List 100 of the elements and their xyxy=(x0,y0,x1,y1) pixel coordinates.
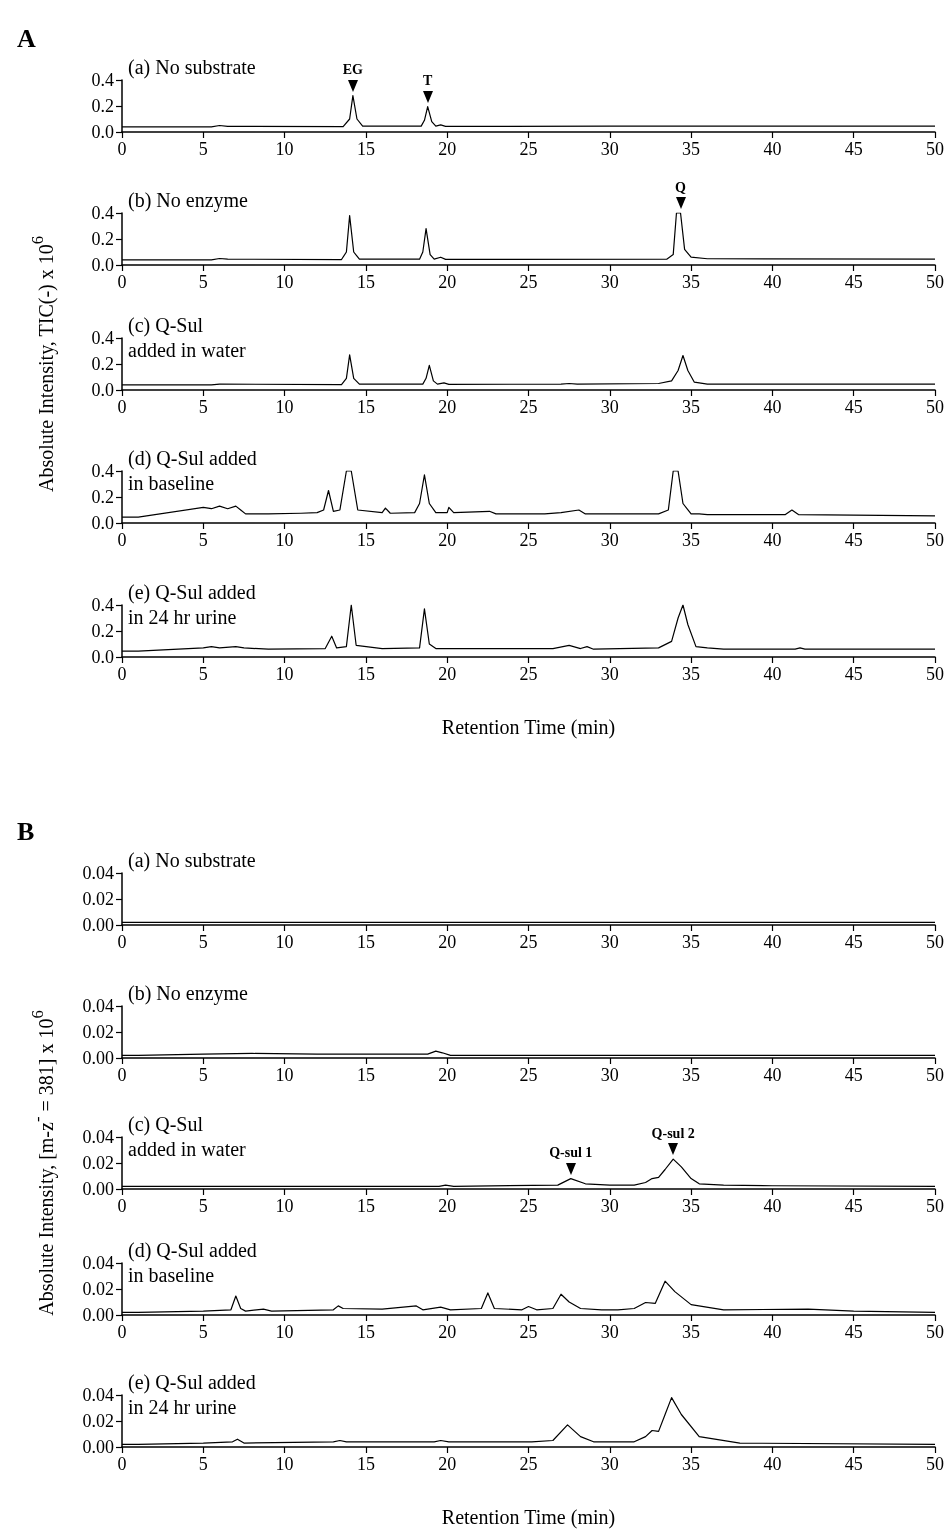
x-tick-label: 0 xyxy=(117,272,127,292)
x-axis-title: Retention Time (min) xyxy=(441,1506,616,1529)
y-tick-label: 0.0 xyxy=(91,647,114,667)
text: (a) No substrate xyxy=(128,55,256,79)
x-tick-label: 5 xyxy=(198,932,208,952)
x-tick-label: 10 xyxy=(275,1322,294,1342)
x-tick-label: 25 xyxy=(519,530,538,550)
annotation: (c) Q-Sul added in water xyxy=(128,1112,247,1160)
x-tick-label: 10 xyxy=(275,530,294,550)
y-tick-label: 0.4 xyxy=(91,203,114,223)
x-tick-label: 50 xyxy=(926,397,944,417)
x-tick-label: 15 xyxy=(356,397,375,417)
y-tick-label: 0.4 xyxy=(91,70,114,90)
x-tick-label: 10 xyxy=(275,397,294,417)
x-tick-label: 25 xyxy=(519,1196,538,1216)
x-tick-label: 45 xyxy=(844,1454,863,1474)
x-tick-label: 30 xyxy=(600,1196,619,1216)
x-tick-label: 35 xyxy=(682,530,701,550)
x-tick-label: 50 xyxy=(926,272,944,292)
text: (b) No enzyme xyxy=(128,188,249,212)
y-tick-label: 0.4 xyxy=(91,328,114,348)
x-tick-label: 50 xyxy=(926,1322,944,1342)
annotation: (e) Q-Sul added in 24 hr urine xyxy=(128,1370,256,1418)
x-tick-label: 15 xyxy=(356,1322,375,1342)
x-tick-label: 50 xyxy=(926,139,944,159)
x-tick-label: 25 xyxy=(519,664,538,684)
x-tick-label: 35 xyxy=(682,397,701,417)
annotation: EG xyxy=(342,62,364,78)
y-tick-label: 0.04 xyxy=(82,1253,114,1273)
y-tick-label: 0.2 xyxy=(91,621,114,641)
y-tick-label: 0.00 xyxy=(82,1437,114,1457)
chart-title: B xyxy=(17,816,35,846)
y-tick-label: 0.02 xyxy=(82,1022,114,1042)
y-tick-label: 0.02 xyxy=(82,1411,114,1431)
x-tick-label: 40 xyxy=(763,664,782,684)
x-tick-label: 15 xyxy=(356,1454,375,1474)
y-tick-label: 0.00 xyxy=(82,1048,114,1068)
annotation: Q-sul 1 xyxy=(549,1145,593,1161)
x-tick-label: 40 xyxy=(763,1196,782,1216)
x-tick-label: 5 xyxy=(198,1454,208,1474)
x-tick-label: 0 xyxy=(117,1454,127,1474)
y-tick-label: 0.4 xyxy=(91,595,114,615)
x-tick-label: 0 xyxy=(117,1322,127,1342)
text: (a) No substrate xyxy=(128,848,256,872)
x-tick-label: 25 xyxy=(519,272,538,292)
x-tick-label: 30 xyxy=(600,272,619,292)
x-tick-label: 20 xyxy=(438,272,457,292)
x-tick-label: 20 xyxy=(438,1196,457,1216)
x-tick-label: 25 xyxy=(519,932,538,952)
x-tick-label: 45 xyxy=(844,397,863,417)
x-tick-label: 30 xyxy=(600,664,619,684)
y-tick-label: 0.00 xyxy=(82,915,114,935)
x-tick-label: 40 xyxy=(763,932,782,952)
x-tick-label: 5 xyxy=(198,530,208,550)
y-tick-label: 0.02 xyxy=(82,1279,114,1299)
x-tick-label: 50 xyxy=(926,530,944,550)
x-tick-label: 25 xyxy=(519,397,538,417)
x-tick-label: 15 xyxy=(356,530,375,550)
y-tick-label: 0.4 xyxy=(91,461,114,481)
x-tick-label: 20 xyxy=(438,664,457,684)
x-tick-label: 5 xyxy=(198,1196,208,1216)
y-tick-label: 0.02 xyxy=(82,889,114,909)
x-tick-label: 50 xyxy=(926,1454,944,1474)
annotation: Q-sul 2 xyxy=(651,1125,695,1141)
x-tick-label: 0 xyxy=(117,932,127,952)
x-tick-label: 35 xyxy=(682,1065,701,1085)
x-tick-label: 20 xyxy=(438,932,457,952)
annotation: (c) Q-Sul added in water xyxy=(128,313,247,361)
x-tick-label: 45 xyxy=(844,1065,863,1085)
x-tick-label: 35 xyxy=(682,932,701,952)
x-tick-label: 15 xyxy=(356,664,375,684)
x-tick-label: 50 xyxy=(926,932,944,952)
x-tick-label: 25 xyxy=(519,139,538,159)
x-tick-label: 0 xyxy=(117,530,127,550)
x-tick-label: 0 xyxy=(117,1065,127,1085)
chart-title: A xyxy=(17,23,36,53)
y-tick-label: 0.0 xyxy=(91,380,114,400)
y-tick-label: 0.0 xyxy=(91,255,114,275)
x-tick-label: 45 xyxy=(844,139,863,159)
x-tick-label: 15 xyxy=(356,139,375,159)
x-tick-label: 25 xyxy=(519,1322,538,1342)
x-tick-label: 50 xyxy=(926,1065,944,1085)
x-tick-label: 5 xyxy=(198,1065,208,1085)
x-tick-label: 10 xyxy=(275,1196,294,1216)
x-tick-label: 40 xyxy=(763,1065,782,1085)
x-axis-title: Retention Time (min) xyxy=(441,716,616,739)
x-tick-label: 50 xyxy=(926,664,944,684)
y-tick-label: 0.0 xyxy=(91,513,114,533)
x-tick-label: 40 xyxy=(763,1454,782,1474)
x-tick-label: 0 xyxy=(117,1196,127,1216)
x-tick-label: 35 xyxy=(682,1196,701,1216)
x-tick-label: 45 xyxy=(844,272,863,292)
x-tick-label: 45 xyxy=(844,664,863,684)
x-tick-label: 15 xyxy=(356,932,375,952)
y-tick-label: 0.0 xyxy=(91,122,114,142)
x-tick-label: 35 xyxy=(682,272,701,292)
y-tick-label: 0.04 xyxy=(82,996,114,1016)
y-tick-label: 0.04 xyxy=(82,1127,114,1147)
x-tick-label: 10 xyxy=(275,1065,294,1085)
x-tick-label: 10 xyxy=(275,664,294,684)
